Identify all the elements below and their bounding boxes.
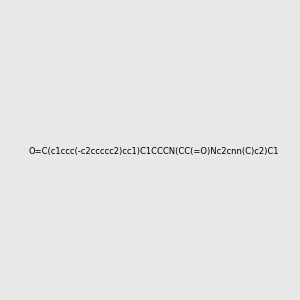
Text: O=C(c1ccc(-c2ccccc2)cc1)C1CCCN(CC(=O)Nc2cnn(C)c2)C1: O=C(c1ccc(-c2ccccc2)cc1)C1CCCN(CC(=O)Nc2… [28, 147, 279, 156]
